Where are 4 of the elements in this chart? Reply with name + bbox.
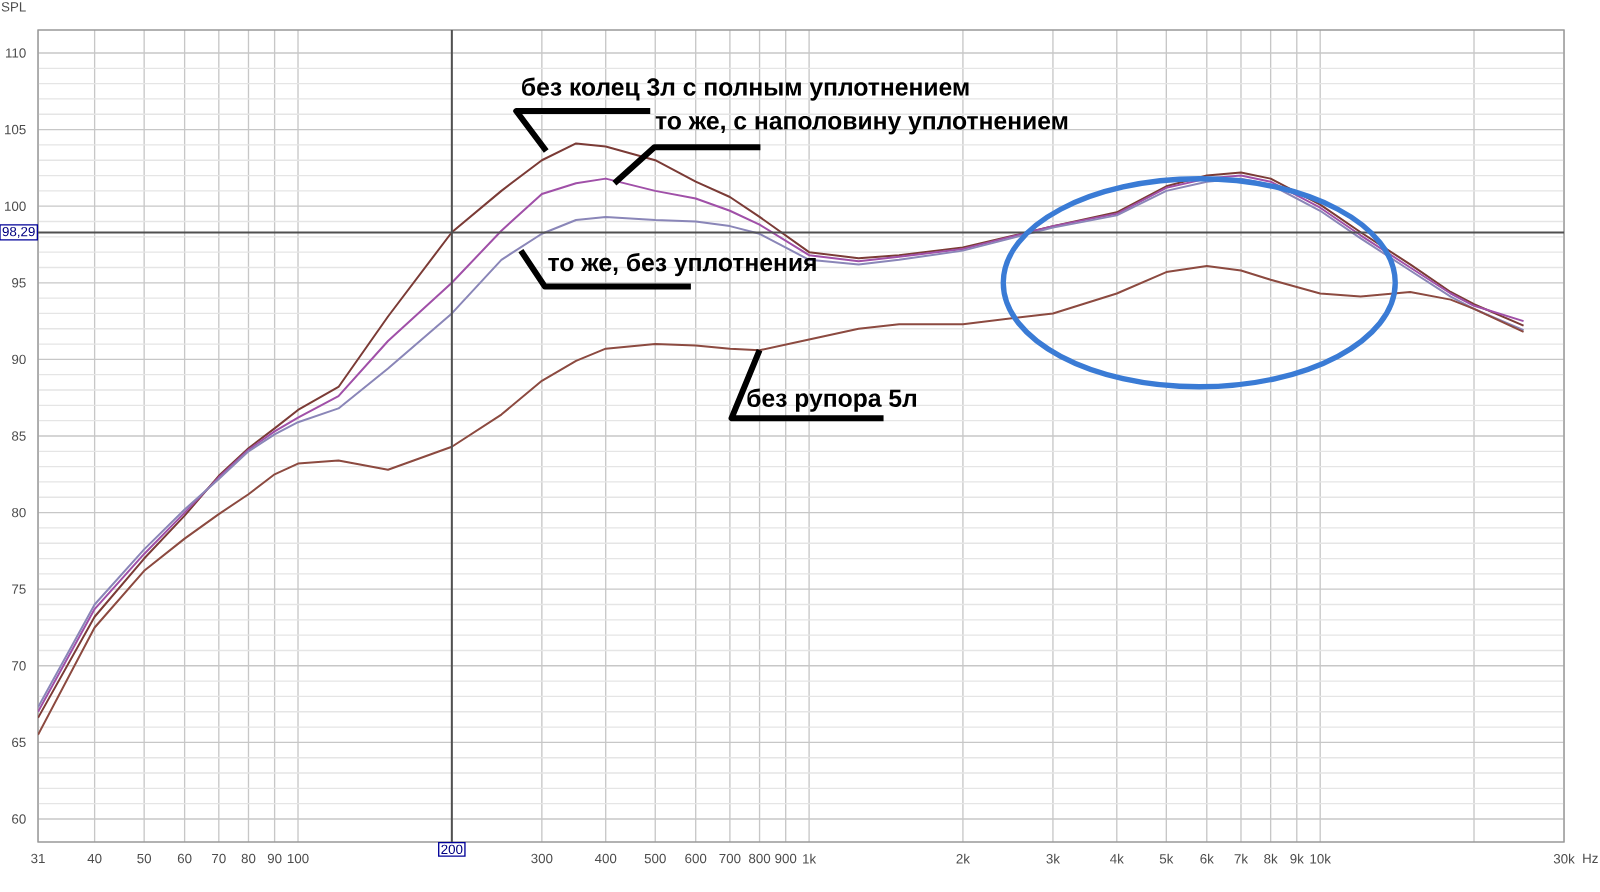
annotation: без колец 3л с полным уплотнением [522, 77, 969, 101]
annotation: то же, без уплотнения [548, 253, 816, 277]
annotation: без рупора 5л [747, 388, 917, 412]
annotation: то же, с наполовину уплотнением [655, 116, 1068, 135]
